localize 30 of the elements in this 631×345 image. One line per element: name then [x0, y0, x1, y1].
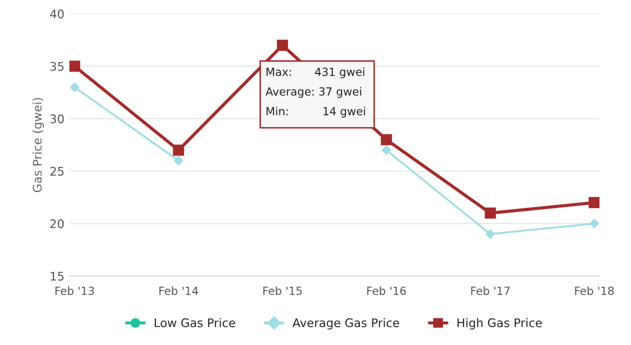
x-tick-label: Feb '17 — [471, 286, 510, 296]
x-tick-label: Feb '14 — [159, 286, 198, 296]
point — [69, 60, 80, 72]
point — [486, 229, 495, 239]
point — [380, 134, 392, 146]
x-tick-label: Feb '18 — [575, 286, 614, 296]
point — [382, 146, 392, 155]
y-tick-label: 40 — [50, 10, 64, 18]
point — [70, 82, 80, 92]
point — [588, 197, 600, 208]
point — [590, 218, 599, 228]
y-tick-label: 30 — [50, 114, 64, 124]
y-tick-label: 35 — [50, 62, 64, 71]
point — [484, 208, 496, 219]
annotation: Max: 431 gwei — [266, 67, 364, 78]
x-tick-label: Feb '13 — [56, 286, 94, 296]
x-tick-label: Feb '16 — [367, 286, 406, 296]
annotation: Min: 14 gwei — [266, 106, 366, 118]
point — [276, 40, 288, 51]
legend-label: Average Gas Price — [292, 318, 400, 330]
legend-label: Low Gas Price — [154, 318, 236, 328]
legend-label: High Gas Price — [458, 318, 542, 330]
annotation: Average: 37 gwei — [266, 87, 362, 98]
point — [174, 156, 184, 166]
y-tick-label: 20 — [50, 219, 64, 228]
point — [172, 144, 184, 156]
x-tick-label: Feb '15 — [263, 286, 302, 296]
y-tick-label: 15 — [50, 272, 64, 281]
y-tick-label: 25 — [50, 166, 64, 176]
y-axis-title: Gas Price (gwei) — [32, 98, 44, 192]
